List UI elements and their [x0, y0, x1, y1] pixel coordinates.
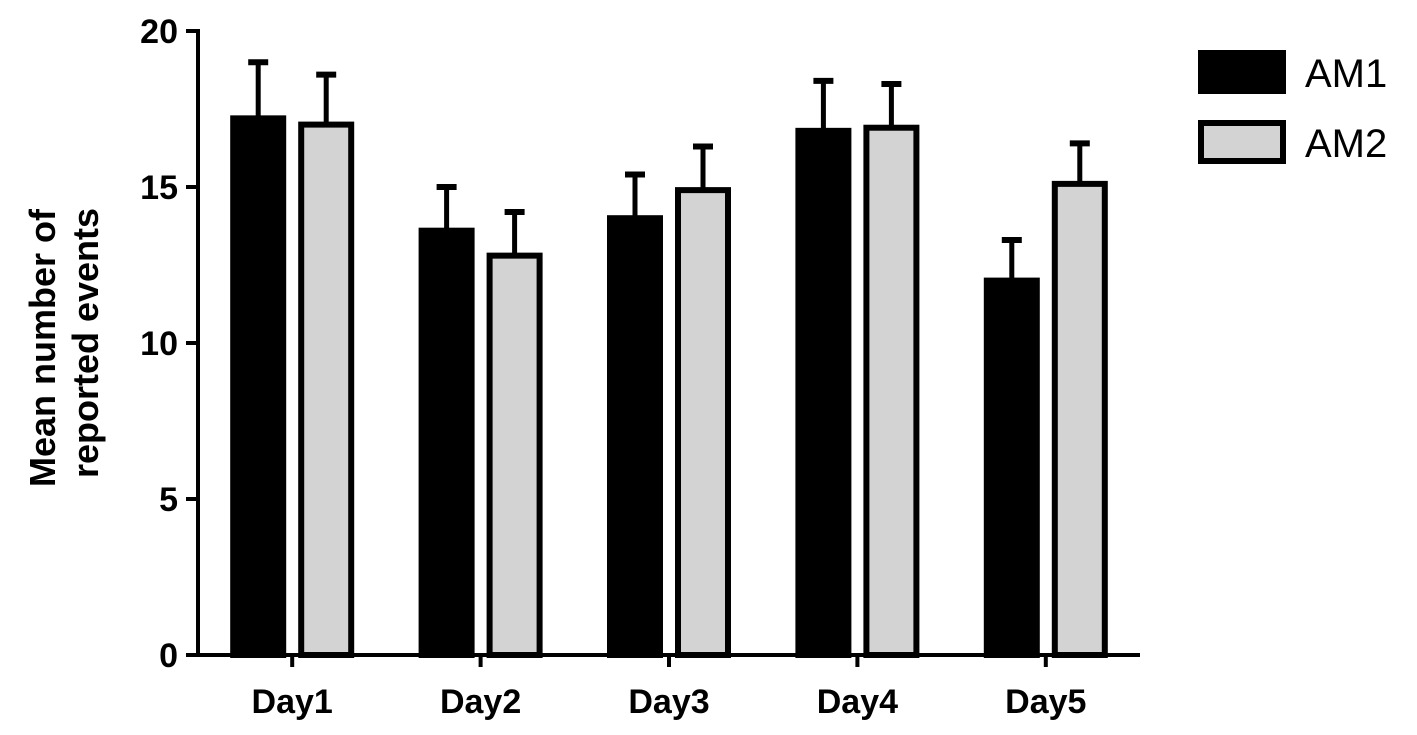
y-tick-label-15: 15	[140, 169, 178, 207]
x-tick-label-day4: Day4	[817, 683, 898, 721]
bar-am1-day4	[795, 127, 852, 658]
x-tick-label-day3: Day3	[628, 683, 709, 721]
y-tick-label-10: 10	[140, 325, 178, 363]
x-tick-label-day5: Day5	[1005, 683, 1086, 721]
bar-am2-day1	[298, 121, 355, 659]
y-tick-label-20: 20	[140, 13, 178, 51]
legend: AM1 AM2	[1198, 50, 1387, 166]
y-tick-label-5: 5	[159, 481, 178, 519]
y-axis-title: Mean number of reported events	[22, 199, 106, 487]
bar-am2-day2	[486, 252, 543, 658]
x-tick-label-day1: Day1	[252, 683, 333, 721]
legend-swatch-am1	[1198, 50, 1286, 94]
bar-am1-day2	[418, 227, 475, 658]
bars-layer	[230, 115, 1108, 659]
legend-label-am2: AM2	[1305, 122, 1387, 166]
y-ticks: 0 5 10 15 20	[140, 13, 198, 675]
bar-am1-day5	[983, 277, 1040, 658]
bar-am1-day3	[607, 215, 663, 658]
bar-am1-day1	[230, 115, 287, 659]
legend-label-am1: AM1	[1305, 52, 1387, 96]
bar-am2-day3	[675, 187, 731, 658]
x-ticks: Day1 Day2 Day3 Day4 Day5	[252, 655, 1086, 721]
bar-am2-day5	[1051, 180, 1108, 658]
legend-swatch-am2	[1198, 120, 1286, 164]
y-axis-title-line-2: reported events	[65, 208, 106, 478]
bar-am2-day4	[863, 124, 920, 659]
y-tick-label-0: 0	[159, 637, 178, 675]
x-tick-label-day2: Day2	[440, 683, 521, 721]
y-axis-title-line-1: Mean number of	[22, 208, 63, 487]
error-bars-layer	[248, 59, 1090, 281]
